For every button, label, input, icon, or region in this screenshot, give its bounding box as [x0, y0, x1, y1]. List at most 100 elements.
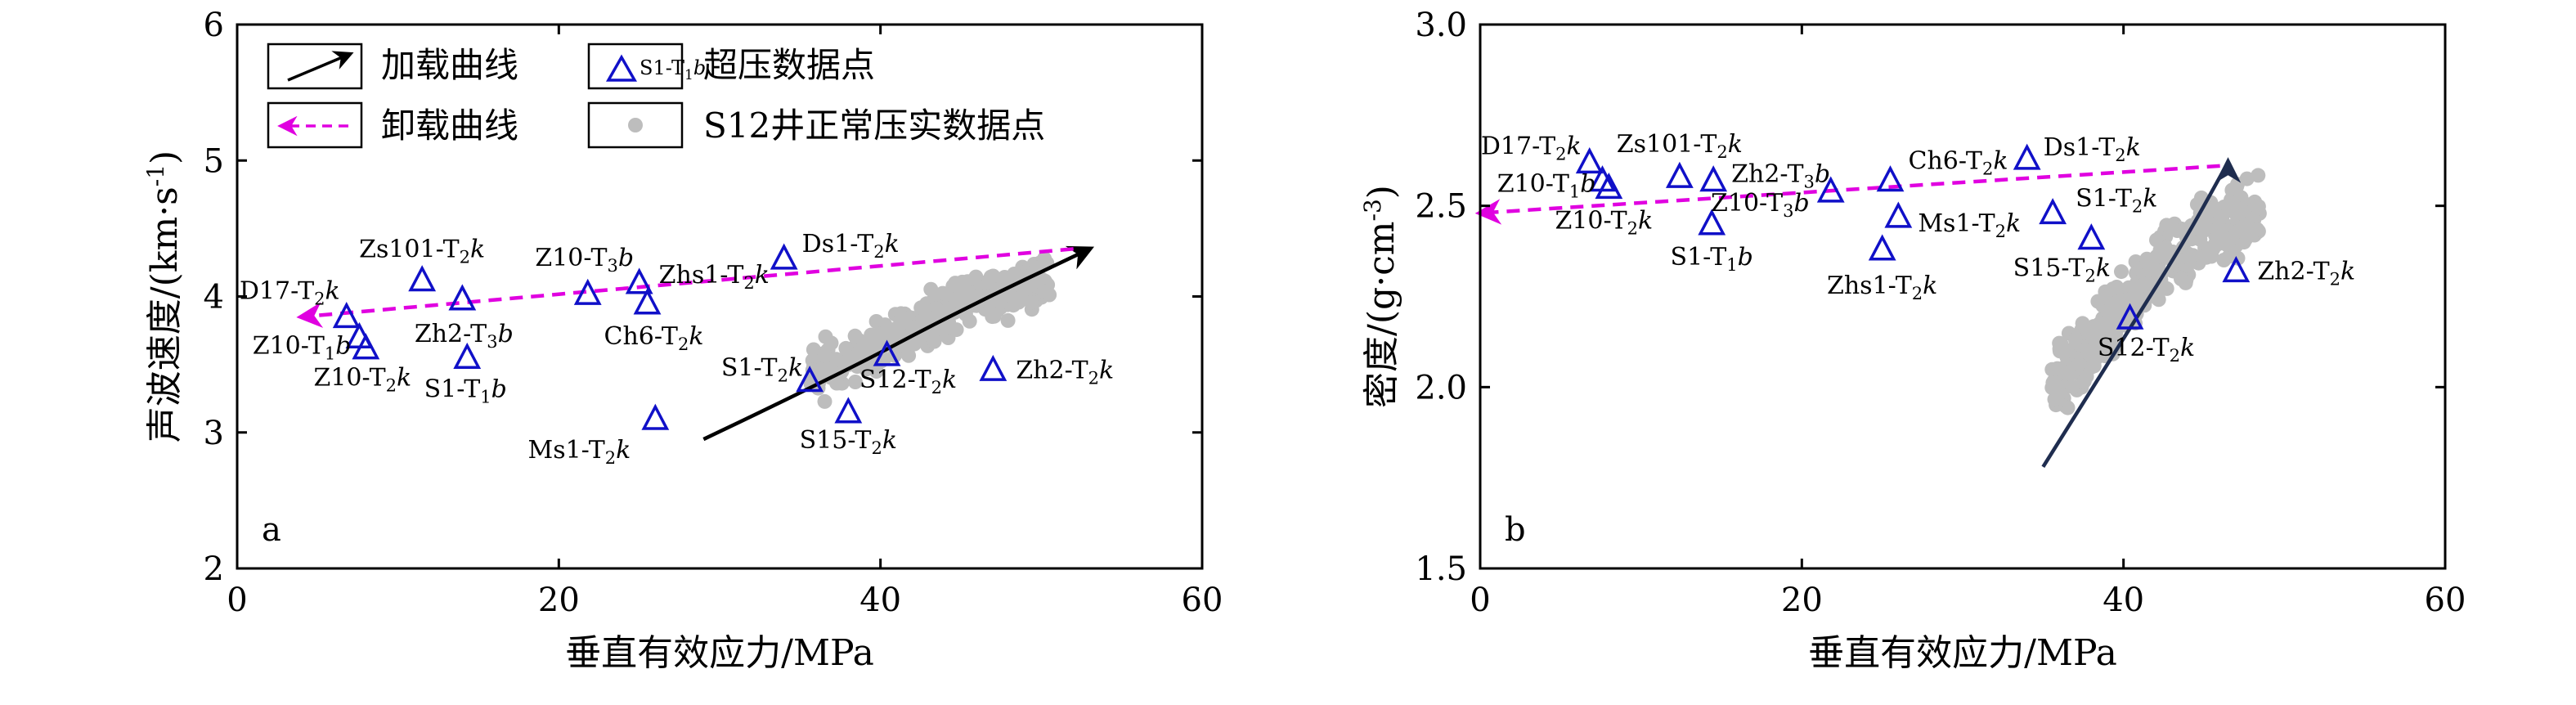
x-axis-title: 垂直有效应力/MPa	[1808, 632, 2117, 674]
overpressure-point-label: Z10-T3b	[1711, 189, 1810, 221]
overpressure-point	[641, 403, 670, 430]
normal-compaction-point	[927, 334, 942, 349]
x-tick-label: 40	[859, 582, 901, 619]
overpressure-point-label: Ms1-T2k	[1918, 209, 2021, 241]
overpressure-point	[1575, 147, 1604, 174]
overpressure-point-label: Z10-T3b	[535, 244, 634, 276]
normal-compaction-point	[2060, 400, 2076, 415]
normal-compaction-point	[817, 393, 832, 409]
overpressure-point-label: Ch6-T2k	[604, 322, 703, 354]
normal-compaction-point	[964, 288, 980, 303]
normal-compaction-point	[2065, 379, 2080, 394]
x-axis-title: 垂直有效应力/MPa	[565, 632, 874, 674]
overpressure-point-label: Zhs1-T2k	[659, 261, 770, 293]
loading-curve	[702, 245, 1094, 442]
normal-compaction-point	[2210, 236, 2225, 252]
normal-compaction-point	[2086, 358, 2102, 374]
overpressure-point	[625, 267, 653, 294]
overpressure-point-label: S15-T2k	[800, 426, 897, 458]
legend-swatch-loading	[267, 43, 363, 90]
normal-compaction-point	[805, 362, 820, 378]
overpressure-points-layer	[332, 243, 1008, 430]
x-tick-label: 0	[1470, 582, 1490, 619]
overpressure-point	[979, 354, 1008, 381]
normal-compaction-point	[2057, 341, 2071, 357]
normal-compaction-point	[918, 311, 934, 326]
normal-compaction-point	[2045, 375, 2061, 390]
normal-compaction-point	[2068, 332, 2083, 348]
overpressure-point-label: Zh2-T3b	[415, 320, 514, 352]
overpressure-point-label: S12-T2k	[859, 366, 957, 397]
normal-compaction-point	[2119, 292, 2134, 308]
normal-compaction-point	[2058, 365, 2073, 380]
overpressure-point-label: D17-T2k	[1481, 132, 1582, 164]
overpressure-point-label: Zh2-T2k	[1016, 356, 1114, 388]
unloading-curve	[1474, 164, 2220, 225]
y-tick-label: 3	[204, 415, 224, 452]
normal-compaction-point	[2215, 209, 2230, 225]
legend-dot-icon	[628, 118, 643, 132]
normal-compaction-point	[935, 285, 950, 301]
normal-compaction-point	[847, 375, 863, 389]
normal-compaction-point	[824, 335, 839, 351]
normal-compaction-point	[2216, 253, 2232, 267]
normal-compaction-point	[2199, 212, 2214, 227]
overpressure-point	[1698, 209, 1726, 236]
axis-ticks: 0 20 40 60 1.5 2.0 2.5 3.0	[1415, 7, 2466, 619]
overpressure-point-label: Ds1-T2k	[2044, 133, 2141, 165]
normal-compaction-point	[806, 342, 821, 357]
normal-compaction-point	[2134, 278, 2149, 294]
overpressure-points-layer	[1575, 143, 2251, 330]
normal-compaction-point	[2251, 168, 2266, 183]
overpressure-point	[2039, 198, 2067, 225]
y-tick-label: 5	[204, 142, 224, 180]
x-tick-label: 0	[227, 582, 247, 619]
y-tick-label: 1.5	[1415, 550, 1467, 588]
normal-compaction-point	[2229, 224, 2245, 240]
normal-compaction-point	[1024, 295, 1039, 310]
overpressure-point	[573, 278, 602, 305]
normal-compaction-point	[907, 336, 922, 352]
normal-compaction-point	[2106, 303, 2121, 319]
overpressure-point	[453, 342, 482, 369]
legend-sample-label: S1-T1b	[640, 56, 706, 83]
curves-layer	[296, 245, 1094, 442]
normal-compaction-point	[923, 281, 939, 297]
overpressure-point-label: Zs101-T2k	[359, 236, 485, 267]
normal-compaction-point	[967, 272, 983, 287]
legend-label-overpressure: 超压数据点	[703, 45, 875, 85]
overpressure-point-label: Z10-T2k	[1555, 207, 1653, 239]
x-tick-label: 60	[1182, 582, 1223, 619]
y-tick-label: 2.0	[1415, 369, 1467, 406]
normal-compaction-point	[2076, 374, 2092, 389]
overpressure-point	[1816, 176, 1845, 203]
y-tick-label: 2.5	[1415, 188, 1467, 226]
legend-label-loading: 加载曲线	[381, 45, 518, 85]
overpressure-point-label: S15-T2k	[2013, 254, 2111, 286]
overpressure-point	[332, 301, 361, 329]
overpressure-point-label: D17-T2k	[240, 276, 340, 308]
legend-label-normal: S12井正常压实数据点	[703, 106, 1045, 146]
y-tick-label: 4	[204, 279, 224, 317]
overpressure-point-label: Z10-T1b	[253, 331, 352, 363]
overpressure-point-label: S12-T2k	[2098, 334, 2195, 366]
normal-compaction-point	[2226, 195, 2242, 211]
normal-compaction-point	[2181, 249, 2197, 265]
normal-compaction-point	[2151, 292, 2166, 308]
legend-loading-arrow-icon	[287, 51, 354, 82]
axis-ticks: 0 20 40 60 2 3 4 5 6	[204, 7, 1223, 619]
overpressure-point	[1665, 161, 1694, 188]
overpressure-point	[770, 243, 798, 270]
curves-layer	[1474, 157, 2231, 469]
overpressure-point-label: Zh2-T2k	[2257, 257, 2355, 289]
normal-compaction-point	[2090, 294, 2106, 309]
overpressure-point-label: S1-T2k	[721, 354, 803, 386]
normal-compaction-point	[885, 330, 900, 345]
x-tick-label: 40	[2103, 582, 2144, 619]
loading-curve	[2041, 157, 2231, 469]
overpressure-point	[796, 366, 824, 393]
overpressure-point-label: Ms1-T2k	[527, 436, 631, 468]
